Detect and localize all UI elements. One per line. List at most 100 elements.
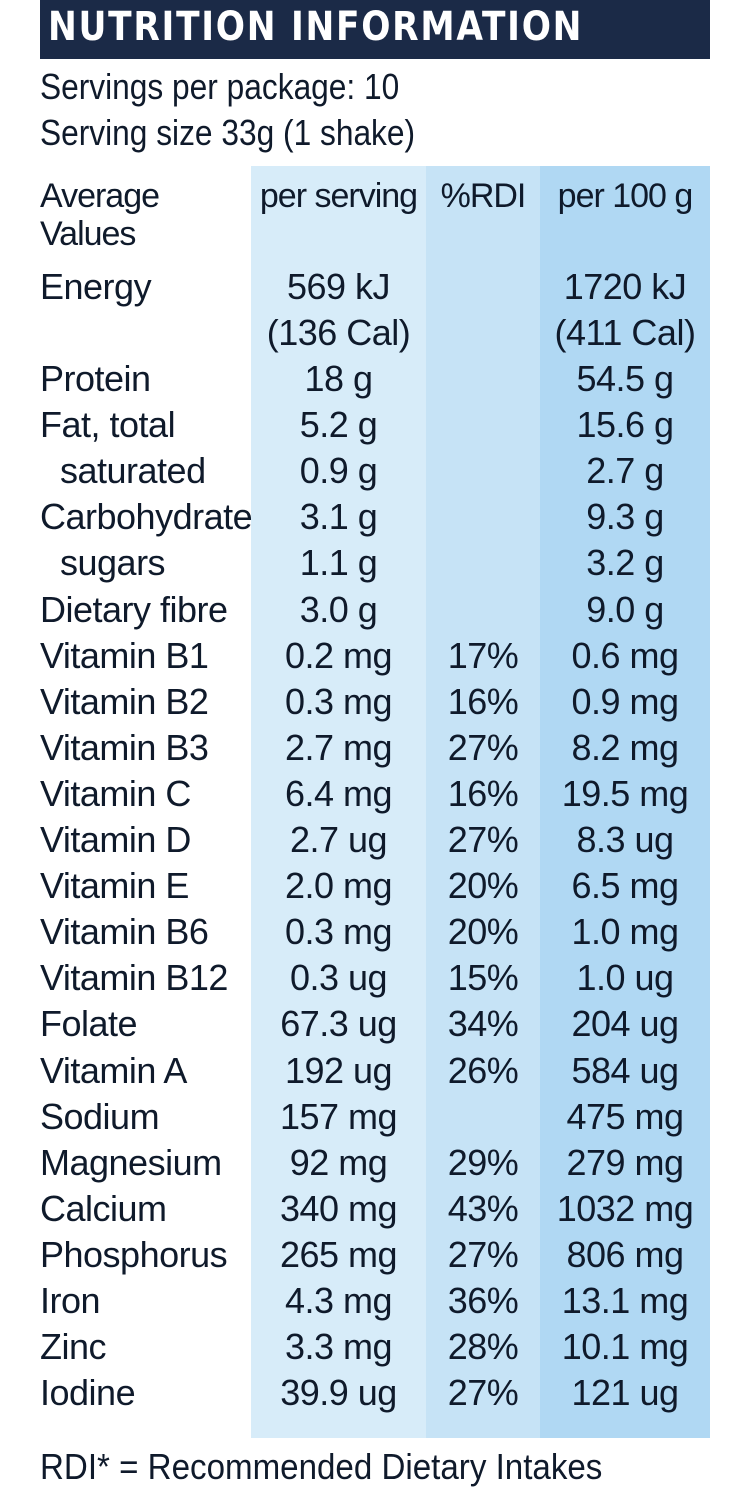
serving-size: Serving size 33g (1 shake) bbox=[40, 112, 416, 153]
nutrient-label: saturated bbox=[60, 450, 206, 491]
nutrient-label: Fat, total bbox=[40, 404, 176, 445]
rdi-value: 27% bbox=[447, 1234, 519, 1275]
per-100g-value: 0.9 mg bbox=[571, 681, 679, 722]
energy-label: Energy bbox=[40, 266, 152, 307]
energy-per-100g-kj: 1720 kJ bbox=[563, 266, 687, 307]
per-serving-value: 2.0 mg bbox=[284, 865, 393, 906]
nutrient-label: Vitamin B12 bbox=[40, 957, 228, 998]
per-100g-value: 1.0 ug bbox=[576, 957, 674, 998]
rdi-value: 26% bbox=[447, 1050, 519, 1091]
per-serving-column-bg bbox=[251, 166, 426, 1438]
nutrient-label: Calcium bbox=[40, 1188, 167, 1229]
header-average-values-line1: Average bbox=[40, 177, 160, 215]
per-serving-value: 39.9 ug bbox=[280, 1372, 397, 1413]
per-serving-value: 265 mg bbox=[279, 1234, 398, 1275]
per-serving-value: 192 ug bbox=[284, 1050, 393, 1091]
per-serving-value: 67.3 ug bbox=[280, 1003, 397, 1044]
per-100g-column-bg bbox=[540, 166, 710, 1438]
rdi-value: 15% bbox=[447, 957, 519, 998]
rdi-value: 34% bbox=[447, 1003, 519, 1044]
nutrient-label: Iron bbox=[40, 1280, 101, 1321]
per-100g-value: 3.2 g bbox=[586, 542, 664, 583]
nutrient-label: Magnesium bbox=[40, 1142, 222, 1183]
rdi-value: 36% bbox=[447, 1280, 519, 1321]
nutrient-label: Vitamin B1 bbox=[40, 635, 209, 676]
energy-per-serving-kj: 569 kJ bbox=[286, 266, 391, 307]
header-rdi: %RDI bbox=[440, 177, 527, 215]
per-serving-value: 340 mg bbox=[279, 1188, 398, 1229]
panel-title: NUTRITION INFORMATION bbox=[48, 4, 584, 50]
per-serving-value: 4.3 mg bbox=[284, 1280, 393, 1321]
per-serving-value: 3.0 g bbox=[299, 589, 378, 630]
per-100g-value: 8.2 mg bbox=[571, 727, 679, 768]
per-serving-value: 2.7 ug bbox=[289, 819, 388, 860]
nutrient-label: Sodium bbox=[40, 1096, 160, 1137]
per-100g-value: 121 ug bbox=[571, 1372, 679, 1413]
header-per-100g: per 100 g bbox=[557, 177, 694, 215]
nutrient-label: Folate bbox=[40, 1003, 138, 1044]
nutrient-label: Vitamin A bbox=[40, 1050, 187, 1091]
rdi-value: 16% bbox=[447, 681, 519, 722]
nutrient-label: Vitamin E bbox=[40, 865, 189, 906]
per-100g-value: 9.3 g bbox=[586, 496, 664, 537]
per-serving-value: 157 mg bbox=[279, 1096, 398, 1137]
per-100g-value: 1032 mg bbox=[556, 1188, 694, 1229]
per-100g-value: 806 mg bbox=[566, 1234, 684, 1275]
header-per-serving: per serving bbox=[259, 177, 418, 215]
nutrient-label: Dietary fibre bbox=[40, 589, 228, 630]
header-average-values-line2: Values bbox=[40, 215, 136, 253]
rdi-value: 27% bbox=[447, 1372, 519, 1413]
rdi-value: 28% bbox=[447, 1326, 519, 1367]
per-100g-value: 279 mg bbox=[566, 1142, 684, 1183]
rdi-value: 17% bbox=[447, 635, 519, 676]
rdi-value: 20% bbox=[447, 865, 519, 906]
rdi-value: 16% bbox=[447, 773, 519, 814]
per-100g-value: 19.5 mg bbox=[561, 773, 689, 814]
per-100g-value: 475 mg bbox=[566, 1096, 684, 1137]
per-100g-value: 6.5 mg bbox=[571, 865, 679, 906]
nutrient-label: sugars bbox=[60, 542, 166, 583]
per-serving-value: 0.3 ug bbox=[289, 957, 388, 998]
per-serving-value: 3.1 g bbox=[299, 496, 378, 537]
per-100g-value: 204 ug bbox=[571, 1003, 679, 1044]
per-serving-value: 6.4 mg bbox=[284, 773, 393, 814]
per-serving-value: 92 mg bbox=[289, 1142, 388, 1183]
rdi-footnote: RDI* = Recommended Dietary Intakes bbox=[40, 1446, 603, 1487]
per-100g-value: 13.1 mg bbox=[561, 1280, 689, 1321]
per-serving-value: 5.2 g bbox=[299, 404, 378, 445]
per-serving-value: 2.7 mg bbox=[284, 727, 393, 768]
nutrient-label: Protein bbox=[40, 358, 151, 399]
nutrient-label: Zinc bbox=[40, 1326, 107, 1367]
per-100g-value: 9.0 g bbox=[586, 589, 664, 630]
rdi-value: 27% bbox=[447, 727, 519, 768]
rdi-value: 20% bbox=[447, 911, 519, 952]
per-100g-value: 15.6 g bbox=[576, 404, 674, 445]
title-bar bbox=[40, 0, 710, 59]
per-100g-value: 0.6 mg bbox=[571, 635, 679, 676]
per-100g-value: 2.7 g bbox=[586, 450, 664, 491]
per-100g-value: 1.0 mg bbox=[571, 911, 679, 952]
per-100g-value: 8.3 ug bbox=[576, 819, 674, 860]
per-serving-value: 3.3 mg bbox=[284, 1326, 393, 1367]
nutrient-label: Vitamin B6 bbox=[40, 911, 209, 952]
energy-per-100g-cal: (411 Cal) bbox=[554, 312, 696, 353]
per-100g-value: 54.5 g bbox=[576, 358, 674, 399]
per-serving-value: 0.3 mg bbox=[284, 911, 393, 952]
servings-per-package: Servings per package: 10 bbox=[40, 66, 400, 107]
per-100g-value: 584 ug bbox=[571, 1050, 679, 1091]
nutrient-label: Carbohydrate bbox=[40, 496, 253, 537]
per-serving-value: 0.9 g bbox=[299, 450, 378, 491]
rdi-column-bg bbox=[426, 166, 540, 1438]
per-serving-value: 18 g bbox=[304, 358, 373, 399]
nutrient-label: Vitamin C bbox=[40, 773, 191, 814]
per-serving-value: 1.1 g bbox=[299, 542, 378, 583]
per-serving-value: 0.3 mg bbox=[284, 681, 393, 722]
nutrient-label: Vitamin B3 bbox=[40, 727, 209, 768]
energy-per-serving-cal: (136 Cal) bbox=[266, 312, 411, 353]
nutrient-label: Phosphorus bbox=[40, 1234, 228, 1275]
nutrient-label: Iodine bbox=[40, 1372, 136, 1413]
rdi-value: 43% bbox=[447, 1188, 519, 1229]
rdi-value: 29% bbox=[447, 1142, 519, 1183]
nutrient-label: Vitamin D bbox=[40, 819, 191, 860]
rdi-value: 27% bbox=[447, 819, 519, 860]
